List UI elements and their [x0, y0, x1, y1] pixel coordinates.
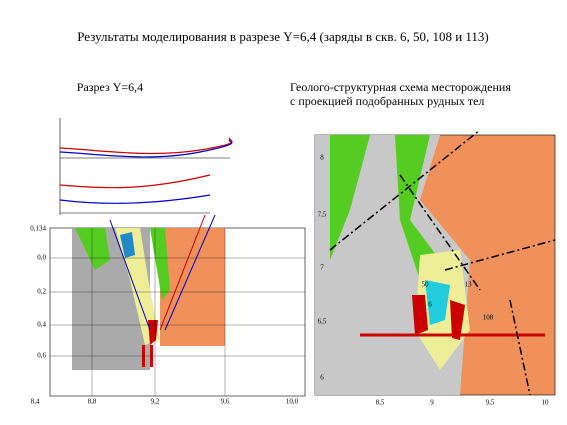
- well-label: 6: [428, 301, 432, 309]
- y-label: 0,0: [37, 254, 46, 262]
- x-label: 8,5: [376, 399, 385, 407]
- y-label: 0,134: [30, 225, 46, 233]
- x-label: 10,0: [286, 398, 299, 406]
- x-label: 8,4: [31, 398, 40, 406]
- right-heading-2: с проекцией подобранных рудных тел: [290, 94, 484, 108]
- x-label: 10: [542, 399, 550, 407]
- y-label: 7: [320, 264, 324, 272]
- well-label: 108: [483, 314, 494, 322]
- y-label: 0,4: [37, 321, 46, 329]
- profile-graphs: [59, 118, 233, 215]
- right-heading-1: Геолого-структурная схема месторождения: [290, 80, 511, 94]
- y-label: 7,5: [318, 211, 327, 219]
- y-label: 0,6: [37, 352, 46, 360]
- x-label: 9: [430, 399, 434, 407]
- x-label: 9,2: [151, 398, 160, 406]
- x-label: 9,6: [221, 398, 230, 406]
- title: Результаты моделирования в разрезе Y=6,4…: [77, 29, 489, 44]
- y-label: 6: [320, 374, 324, 382]
- y-label: 8: [320, 154, 324, 162]
- map: [314, 129, 556, 396]
- well-label: 50: [422, 281, 430, 289]
- x-label: 8,8: [88, 398, 97, 406]
- left-heading: Разрез Y=6,4: [77, 80, 143, 94]
- y-label: 6,5: [318, 318, 327, 326]
- section: [49, 214, 306, 397]
- well-label: 13: [465, 281, 473, 289]
- x-label: 9,5: [486, 399, 495, 407]
- y-label: 0,2: [37, 288, 46, 296]
